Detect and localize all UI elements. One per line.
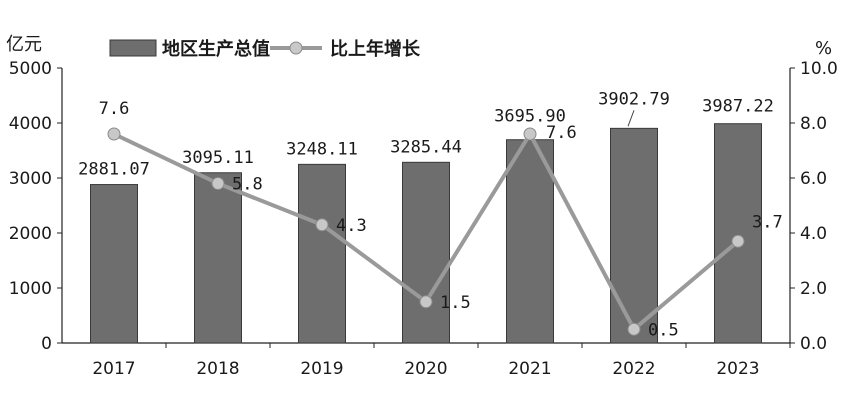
x-tick-label: 2017 <box>92 359 135 379</box>
legend: 地区生产总值 比上年增长 <box>109 38 421 60</box>
line-data-label: 7.6 <box>99 99 130 119</box>
line-series <box>107 127 745 336</box>
x-tick-label: 2021 <box>508 359 551 379</box>
bar-data-label: 3902.79 <box>598 89 670 109</box>
left-tick-label: 4000 <box>9 114 52 134</box>
bar-data-label: 3095.11 <box>182 148 254 168</box>
right-tick-label: 4.0 <box>800 224 827 244</box>
right-tick-label: 2.0 <box>800 279 827 299</box>
bar-data-label: 3987.22 <box>702 97 774 117</box>
bar <box>90 184 138 344</box>
right-tick-label: 6.0 <box>800 169 827 189</box>
right-axis-unit: % <box>815 38 832 59</box>
bar <box>610 127 658 344</box>
line-data-labels: 7.6 5.8 4.3 1.5 7.6 0.5 3.7 <box>99 99 783 340</box>
left-axis-unit: 亿元 <box>6 34 42 55</box>
bar <box>402 161 450 344</box>
x-tick-label: 2018 <box>196 359 239 379</box>
growth-point <box>731 234 745 248</box>
line-data-label: 1.5 <box>440 293 471 313</box>
right-axis-ticks: 0.0 2.0 4.0 6.0 8.0 10.0 <box>790 59 838 354</box>
left-tick-label: 2000 <box>9 224 52 244</box>
bar-data-labels: 2881.07 3095.11 3248.11 3285.44 3695.90 3902.… <box>78 89 774 179</box>
right-tick-label: 0.0 <box>800 334 827 354</box>
left-tick-label: 1000 <box>9 279 52 299</box>
x-axis-categories: 2017 2018 2019 2020 2021 2022 2023 <box>92 343 791 379</box>
legend-line-marker <box>289 41 303 55</box>
left-tick-label: 0 <box>41 334 52 354</box>
line-data-label: 3.7 <box>752 212 783 232</box>
bar-data-label: 3285.44 <box>390 137 462 157</box>
bar-series <box>90 123 762 344</box>
bar <box>506 139 554 344</box>
bar-data-label: 2881.07 <box>78 160 150 180</box>
line-data-label: 7.6 <box>546 123 577 143</box>
bar <box>298 163 346 344</box>
growth-point <box>315 218 329 232</box>
left-tick-label: 3000 <box>9 169 52 189</box>
left-axis-ticks: 0 1000 2000 3000 4000 5000 <box>9 59 62 354</box>
growth-point <box>211 177 225 190</box>
right-tick-label: 8.0 <box>800 114 827 134</box>
line-data-label: 4.3 <box>336 216 367 236</box>
left-tick-label: 5000 <box>9 59 52 79</box>
bar-data-label: 3695.90 <box>494 107 566 127</box>
bar-data-label: 3248.11 <box>286 139 358 159</box>
growth-point <box>627 322 641 336</box>
growth-point <box>523 127 537 141</box>
bar <box>714 123 762 344</box>
x-tick-label: 2020 <box>404 359 447 379</box>
bar-label-leader <box>627 110 635 127</box>
x-tick-label: 2023 <box>716 359 759 379</box>
line-data-label: 0.5 <box>648 320 679 340</box>
bar <box>194 172 242 344</box>
x-tick-label: 2022 <box>612 359 655 379</box>
line-data-label: 5.8 <box>232 175 263 195</box>
growth-point <box>107 127 121 141</box>
right-tick-label: 10.0 <box>800 59 838 79</box>
legend-bar-label: 地区生产总值 <box>162 38 270 60</box>
legend-bar-swatch <box>109 39 157 57</box>
x-tick-label: 2019 <box>300 359 343 379</box>
legend-line-label: 比上年增长 <box>330 38 421 60</box>
growth-point <box>419 295 433 309</box>
